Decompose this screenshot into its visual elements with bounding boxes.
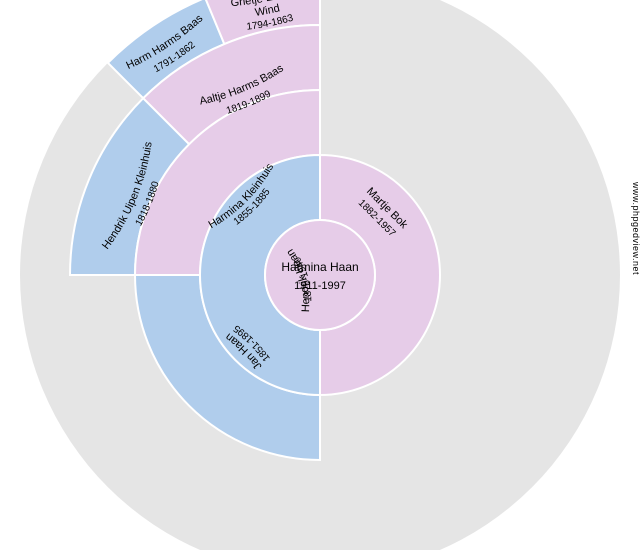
center-person xyxy=(265,220,375,330)
fan-chart: Harmina Haan1911-1997Hendrik Haan1878-19… xyxy=(0,0,640,550)
watermark: www.phpgedview.net xyxy=(631,182,640,275)
